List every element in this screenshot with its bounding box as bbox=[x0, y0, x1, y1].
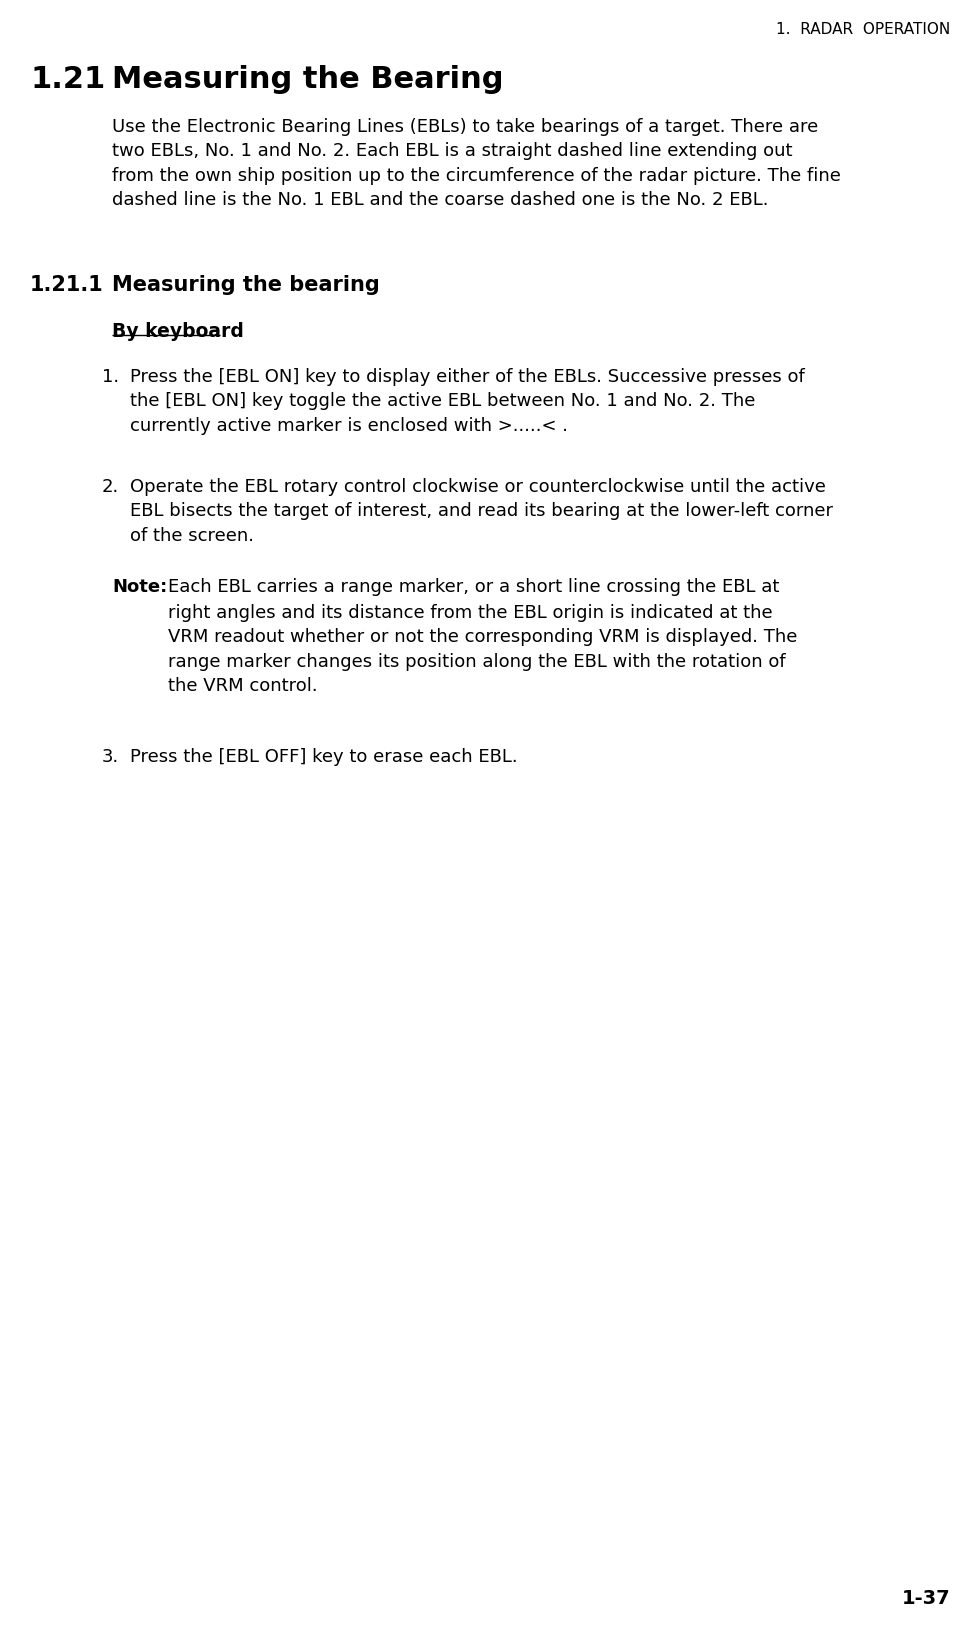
Text: right angles and its distance from the EBL origin is indicated at the
VRM readou: right angles and its distance from the E… bbox=[168, 604, 797, 695]
Text: Press the [EBL ON] key to display either of the EBLs. Successive presses of
the : Press the [EBL ON] key to display either… bbox=[130, 367, 804, 434]
Text: Use the Electronic Bearing Lines (EBLs) to take bearings of a target. There are
: Use the Electronic Bearing Lines (EBLs) … bbox=[111, 118, 840, 209]
Text: Each EBL carries a range marker, or a short line crossing the EBL at: Each EBL carries a range marker, or a sh… bbox=[168, 578, 778, 596]
Text: Note:: Note: bbox=[111, 578, 167, 596]
Text: 3.: 3. bbox=[102, 747, 119, 765]
Text: 1.  RADAR  OPERATION: 1. RADAR OPERATION bbox=[775, 21, 949, 38]
Text: 1-37: 1-37 bbox=[900, 1590, 949, 1608]
Text: Operate the EBL rotary control clockwise or counterclockwise until the active
EB: Operate the EBL rotary control clockwise… bbox=[130, 478, 832, 545]
Text: By keyboard: By keyboard bbox=[111, 322, 243, 341]
Text: 1.21.1: 1.21.1 bbox=[30, 276, 104, 295]
Text: 1.: 1. bbox=[102, 367, 119, 387]
Text: Measuring the bearing: Measuring the bearing bbox=[111, 276, 379, 295]
Text: Press the [EBL OFF] key to erase each EBL.: Press the [EBL OFF] key to erase each EB… bbox=[130, 747, 517, 765]
Text: 2.: 2. bbox=[102, 478, 119, 496]
Text: Measuring the Bearing: Measuring the Bearing bbox=[111, 65, 503, 95]
Text: 1.21: 1.21 bbox=[30, 65, 106, 95]
